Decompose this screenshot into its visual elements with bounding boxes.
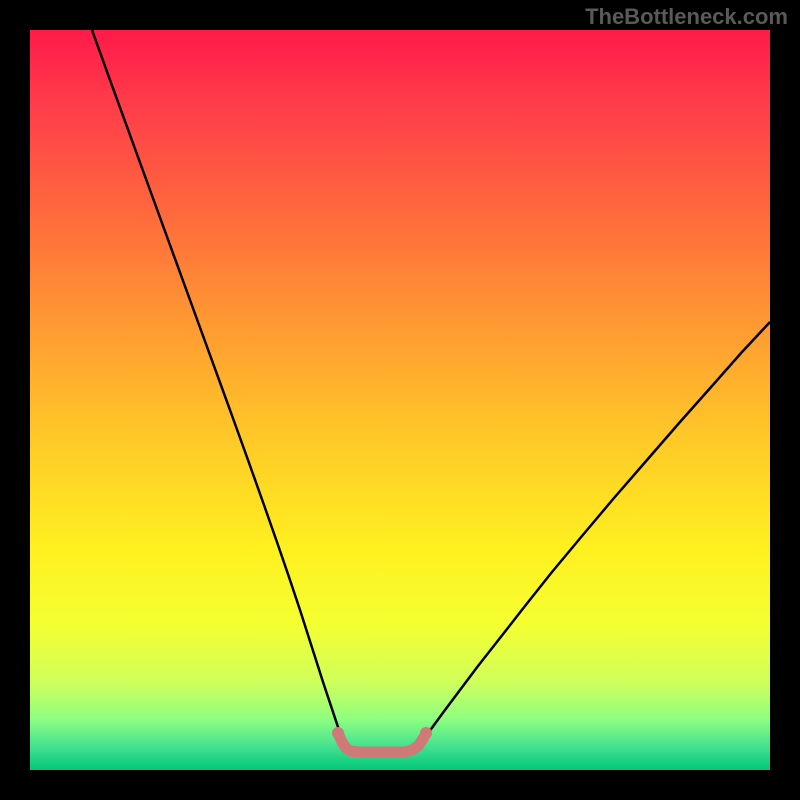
chart-container: TheBottleneck.com [0, 0, 800, 800]
watermark-text: TheBottleneck.com [585, 4, 788, 30]
plot-area [30, 30, 770, 770]
curves-overlay [30, 30, 770, 770]
